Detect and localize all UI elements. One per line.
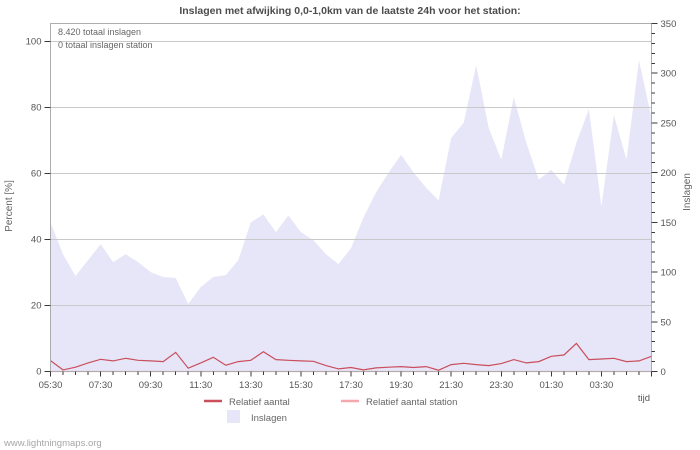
x-tick-label: 01:30 (539, 380, 563, 391)
legend-label-relatief-aantal-station: Relatief aantal station (366, 397, 457, 408)
x-tick-label: 11:30 (189, 380, 212, 391)
legend-swatch-inslagen (227, 410, 240, 423)
right-tick-label: 150 (661, 218, 677, 229)
x-tick-label: 07:30 (89, 380, 113, 391)
x-tick-label: 09:30 (139, 380, 163, 391)
legend-label-inslagen: Inslagen (251, 413, 287, 424)
left-tick-label: 20 (31, 301, 42, 312)
right-tick-label: 350 (661, 19, 677, 30)
inslagen-area (50, 60, 652, 372)
x-tick-label: 15:30 (289, 380, 313, 391)
left-tick-label: 60 (31, 169, 42, 180)
right-tick-label: 100 (661, 268, 677, 279)
x-tick-label: 19:30 (389, 380, 413, 391)
x-tick-label: 21:30 (439, 380, 463, 391)
right-tick-label: 250 (661, 118, 677, 129)
legend-label-relatief-aantal: Relatief aantal (229, 397, 290, 408)
relatief-aantal-line (50, 342, 652, 371)
x-tick-label: 17:30 (339, 380, 363, 391)
x-axis-title: tijd (638, 393, 650, 404)
right-tick-label: 200 (661, 168, 677, 179)
right-tick-label: 0 (661, 367, 666, 378)
x-tick-label: 05:30 (39, 380, 63, 391)
right-axis-title: Inslagen (682, 173, 693, 211)
right-tick-label: 300 (661, 69, 677, 80)
legend: Relatief aantal Relatief aantal station … (204, 397, 457, 424)
chart-title: Inslagen met afwijking 0,0-1,0km van de … (179, 5, 520, 17)
annotation-total-inslagen: 8.420 totaal inslagen (58, 27, 141, 37)
x-tick-label: 23:30 (489, 380, 513, 391)
left-tick-label: 80 (31, 103, 42, 114)
right-tick-label: 50 (661, 317, 672, 328)
left-axis-title: Percent [%] (4, 180, 15, 232)
x-tick-label: 03:30 (590, 380, 614, 391)
x-tick-label: 13:30 (239, 380, 263, 391)
left-tick-label: 40 (31, 235, 42, 246)
left-tick-label: 100 (26, 37, 42, 48)
plot-area: 05:30 07:30 09:30 11:30 13:30 15:30 17:30 19:30… (26, 19, 677, 391)
annotation-station-inslagen: 0 totaal inslagen station (58, 40, 153, 50)
left-tick-label: 0 (36, 367, 41, 378)
watermark: www.lightningmaps.org (3, 438, 102, 449)
